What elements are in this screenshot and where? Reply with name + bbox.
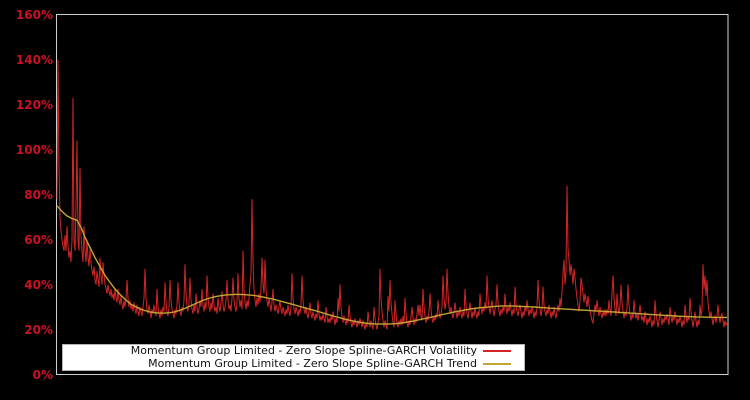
legend-label-volatility: Momentum Group Limited - Zero Slope Spli… bbox=[130, 344, 477, 358]
legend-line-sample-volatility bbox=[483, 350, 511, 353]
y-axis-tick-label: 0% bbox=[32, 367, 53, 382]
y-axis-tick-label: 120% bbox=[15, 97, 53, 112]
legend-line-sample-trend bbox=[483, 362, 511, 365]
plot-area-border bbox=[56, 14, 729, 375]
legend-row-volatility: Momentum Group Limited - Zero Slope Spli… bbox=[63, 345, 524, 358]
trend-line bbox=[56, 205, 727, 325]
legend-label-trend: Momentum Group Limited - Zero Slope Spli… bbox=[148, 356, 477, 370]
y-axis-tick-label: 20% bbox=[24, 322, 53, 337]
legend: Momentum Group Limited - Zero Slope Spli… bbox=[62, 344, 525, 371]
legend-row-trend: Momentum Group Limited - Zero Slope Spli… bbox=[63, 356, 524, 371]
y-axis-tick-label: 160% bbox=[15, 7, 53, 22]
y-axis-tick-label: 140% bbox=[15, 52, 53, 67]
y-axis-tick-label: 100% bbox=[15, 142, 53, 157]
volatility-line bbox=[56, 59, 728, 330]
y-axis-tick-label: 40% bbox=[24, 277, 53, 292]
y-axis-tick-label: 60% bbox=[24, 232, 53, 247]
y-axis-tick-label: 80% bbox=[24, 187, 53, 202]
